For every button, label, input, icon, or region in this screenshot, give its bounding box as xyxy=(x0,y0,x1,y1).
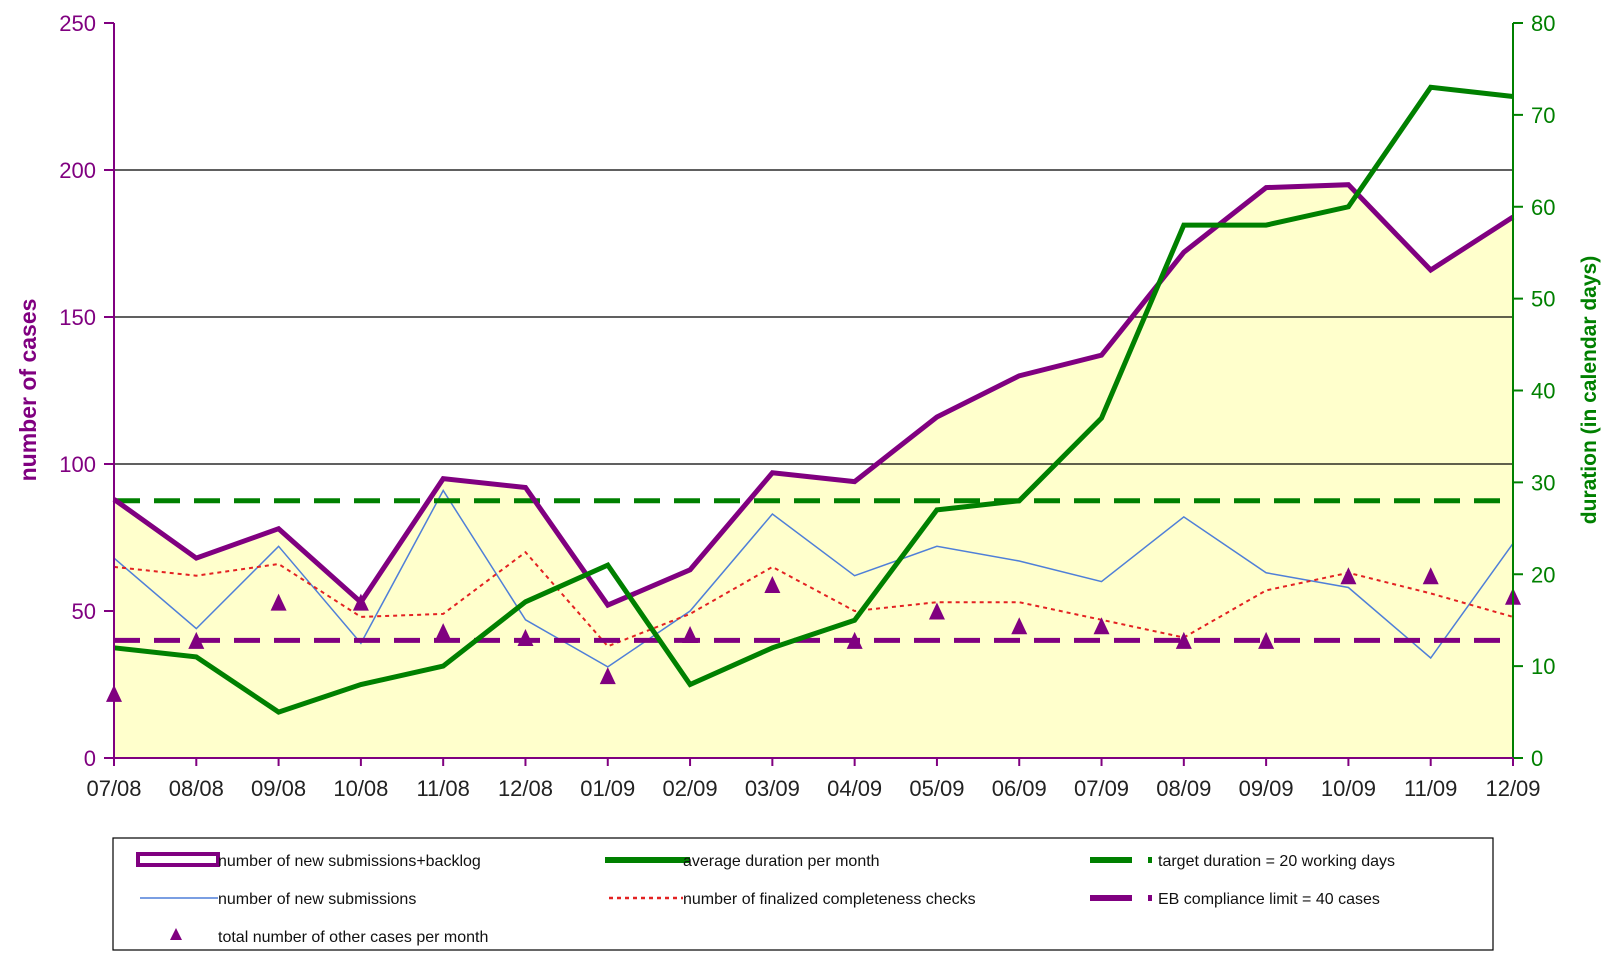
x-tick-label: 12/09 xyxy=(1485,776,1540,801)
other-cases-marker xyxy=(270,593,287,611)
other-cases-marker xyxy=(1175,631,1192,649)
x-tick-label: 11/09 xyxy=(1404,776,1457,801)
grid-layer xyxy=(114,169,1513,465)
right-tick-label: 20 xyxy=(1531,562,1555,587)
series-line-new xyxy=(113,489,1514,668)
left-tick-label: 0 xyxy=(84,746,96,771)
legend-label: number of new submissions+backlog xyxy=(218,853,481,870)
legend-box xyxy=(112,837,1494,951)
other-cases-marker xyxy=(682,626,699,644)
other-cases-marker xyxy=(1340,567,1357,585)
legend-item-duration: average duration per month xyxy=(605,853,880,870)
right-tick-label: 80 xyxy=(1531,11,1555,36)
right-tick-label: 30 xyxy=(1531,470,1555,495)
other-cases-marker xyxy=(1258,631,1275,649)
legend-item-finalized: number of finalized completeness checks xyxy=(609,891,976,908)
right-tick-label: 50 xyxy=(1531,287,1555,312)
other-cases-marker xyxy=(599,667,616,685)
x-tick-label: 07/08 xyxy=(86,776,141,801)
x-tick-label: 08/08 xyxy=(169,776,224,801)
other-cases-marker xyxy=(435,623,452,641)
series-finalized xyxy=(113,550,1514,648)
x-tick-label: 12/08 xyxy=(498,776,553,801)
axes-layer: 0 50 100 150 200 250 0 10 20 30 40 50 60 70 80 07/08 08/… xyxy=(59,11,1555,801)
legend-item-backlog: number of new submissions+backlog xyxy=(136,852,481,870)
series-backlog xyxy=(112,182,1515,609)
other-cases-marker xyxy=(764,576,781,594)
legend-swatch xyxy=(136,852,220,867)
other-cases-marker xyxy=(352,593,369,611)
backlog-area xyxy=(114,184,1513,758)
other-cases-marker xyxy=(188,631,205,649)
other-cases-marker xyxy=(846,631,863,649)
left-axis-title: number of cases xyxy=(15,299,41,482)
right-tick-label: 70 xyxy=(1531,103,1555,128)
x-tick-label: 09/08 xyxy=(251,776,306,801)
legend-item-new: number of new submissions xyxy=(140,891,416,908)
right-tick-label: 0 xyxy=(1531,746,1543,771)
legend-item-target: target duration = 20 working days xyxy=(1090,853,1395,870)
right-axis-title: duration (in calendar days) xyxy=(1578,256,1601,524)
x-tick-label: 06/09 xyxy=(992,776,1047,801)
legend: number of new submissions+backlog average… xyxy=(112,837,1494,951)
x-tick-label: 10/09 xyxy=(1321,776,1376,801)
x-tick-label: 05/09 xyxy=(909,776,964,801)
area-layer xyxy=(114,184,1513,758)
series-line-finalized xyxy=(113,550,1514,648)
other-cases-marker xyxy=(1011,617,1028,635)
x-tick-label: 10/08 xyxy=(333,776,388,801)
legend-item-other: total number of other cases per month xyxy=(170,928,488,946)
series-new xyxy=(113,489,1514,668)
legend-item-compliance: EB compliance limit = 40 cases xyxy=(1090,891,1380,908)
x-tick-label: 08/09 xyxy=(1156,776,1211,801)
x-tick-label: 01/09 xyxy=(580,776,635,801)
right-tick-label: 10 xyxy=(1531,654,1555,679)
left-tick-label: 150 xyxy=(59,305,96,330)
other-cases-marker xyxy=(1093,617,1110,635)
x-tick-label: 03/09 xyxy=(745,776,800,801)
x-tick-label: 04/09 xyxy=(827,776,882,801)
legend-swatch xyxy=(170,928,182,940)
left-tick-label: 100 xyxy=(59,452,96,477)
other-cases-marker xyxy=(1422,567,1439,585)
other-cases-marker xyxy=(517,628,534,646)
series-line-backlog xyxy=(112,182,1515,609)
legend-label: number of finalized completeness checks xyxy=(683,891,976,908)
left-tick-label: 250 xyxy=(59,11,96,36)
legend-label: average duration per month xyxy=(683,853,880,870)
series-other xyxy=(106,567,1521,702)
left-tick-label: 200 xyxy=(59,158,96,183)
legend-label: EB compliance limit = 40 cases xyxy=(1158,891,1380,908)
series-line-duration xyxy=(113,84,1514,715)
x-tick-label: 07/09 xyxy=(1074,776,1129,801)
series-duration xyxy=(113,84,1514,715)
left-tick-label: 50 xyxy=(72,599,96,624)
right-tick-label: 40 xyxy=(1531,379,1555,404)
series-layer xyxy=(106,84,1521,715)
x-tick-label: 09/09 xyxy=(1239,776,1294,801)
x-tick-label: 02/09 xyxy=(663,776,718,801)
right-tick-label: 60 xyxy=(1531,195,1555,220)
legend-label: total number of other cases per month xyxy=(218,929,488,946)
legend-label: target duration = 20 working days xyxy=(1158,853,1395,870)
x-tick-label: 11/08 xyxy=(416,776,469,801)
legend-label: number of new submissions xyxy=(218,891,416,908)
other-cases-marker xyxy=(928,602,945,620)
